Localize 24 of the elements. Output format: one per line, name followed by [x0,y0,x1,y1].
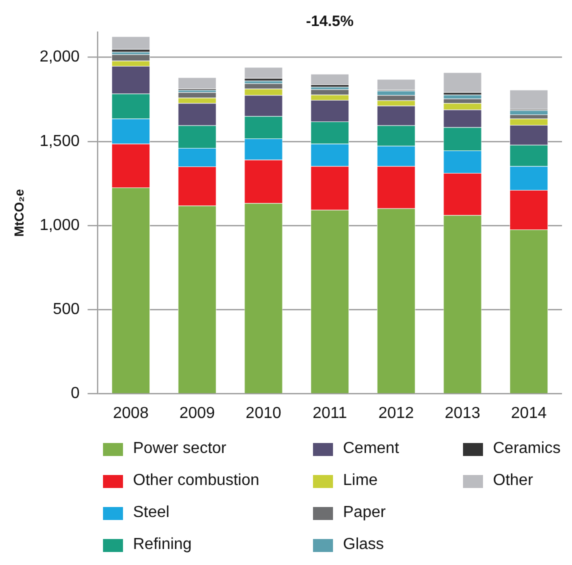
legend-label: Glass [343,536,384,554]
x-tick-label: 2010 [246,404,282,422]
x-tick-label: 2011 [312,404,348,422]
legend-label: Other [493,472,534,490]
y-tick-label: 1,000 [40,216,80,234]
x-tick-label: 2008 [113,404,149,422]
x-tick-label: 2012 [378,404,414,422]
legend-label: Other combustion [133,472,260,490]
y-tick-label: 500 [52,301,80,318]
y-tick-label: 0 [70,385,80,402]
legend-label: Lime [343,472,378,490]
legend-label: Steel [133,504,170,522]
legend-label: Cement [343,440,400,458]
legend-label: Power sector [133,440,226,458]
y-axis-title: MtCO₂e [11,189,26,237]
text: -14.5% [306,13,354,30]
y-tick-label: 2,000 [40,48,80,66]
legend-label: Ceramics [493,440,561,458]
x-tick-label: 2013 [444,404,480,422]
legend-label: Refining [133,536,192,554]
x-tick-label: 2009 [179,404,216,422]
legend-label: Paper [343,504,386,522]
x-tick-label: 2014 [511,404,547,422]
y-tick-label: 1,500 [40,132,80,150]
